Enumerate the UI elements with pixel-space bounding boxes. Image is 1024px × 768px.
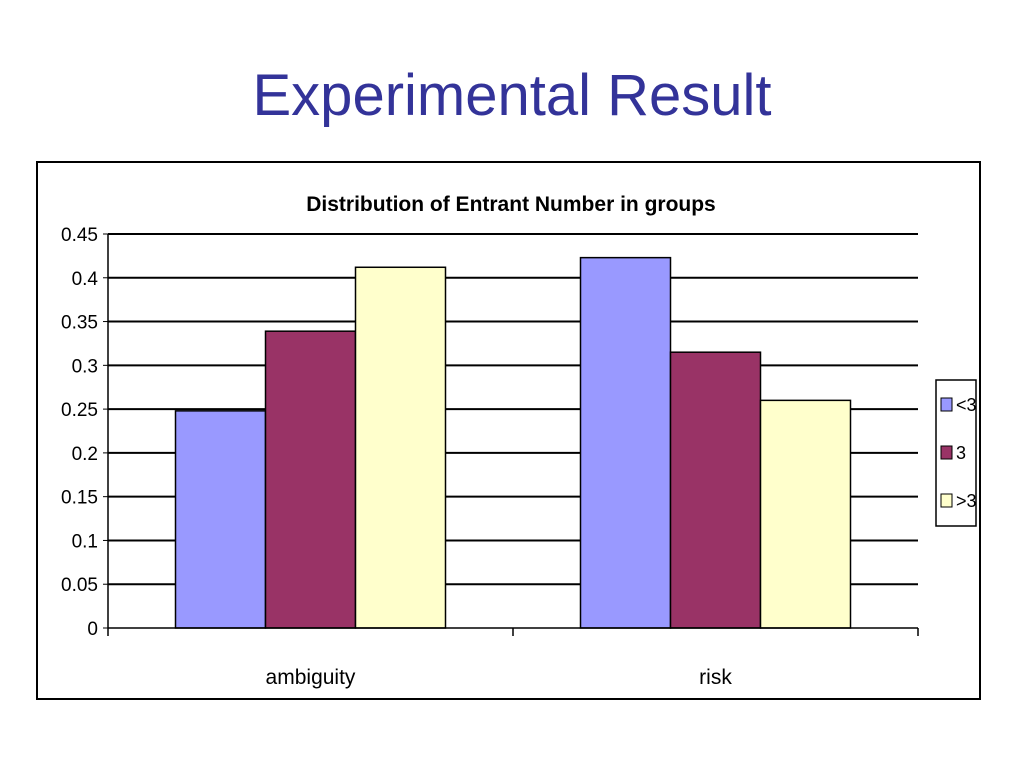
y-tick-label: 0.3 bbox=[72, 356, 98, 377]
y-tick-label: 0.35 bbox=[61, 313, 98, 334]
bar-ambiguity-3 bbox=[354, 266, 447, 629]
legend-swatch bbox=[940, 445, 953, 460]
y-tick-label: 0 bbox=[87, 619, 98, 640]
y-tick-label: 0.1 bbox=[72, 531, 98, 552]
bar-risk-3 bbox=[759, 399, 852, 629]
x-category-label: ambiguity bbox=[266, 666, 356, 689]
chart-title: Distribution of Entrant Number in groups bbox=[306, 193, 715, 216]
y-tick-label: 0.45 bbox=[61, 225, 98, 246]
bar-risk-2 bbox=[669, 351, 762, 629]
slide-title: Experimental Result bbox=[252, 63, 772, 128]
bar-ambiguity-1 bbox=[174, 410, 267, 629]
y-tick-label: 0.2 bbox=[72, 444, 98, 465]
y-tick-label: 0.4 bbox=[72, 269, 99, 290]
x-category-label: risk bbox=[699, 666, 732, 689]
legend-swatch bbox=[940, 493, 953, 508]
legend-label: 3 bbox=[956, 443, 966, 463]
legend-swatch bbox=[940, 397, 953, 412]
bar-risk-1 bbox=[579, 256, 672, 629]
y-tick-label: 0.25 bbox=[61, 400, 98, 421]
legend-label: >3 bbox=[956, 491, 977, 511]
y-tick-label: 0.15 bbox=[61, 488, 98, 509]
legend-label: <3 bbox=[956, 395, 977, 415]
bar-ambiguity-2 bbox=[264, 330, 357, 629]
chart-frame: Distribution of Entrant Number in groups… bbox=[36, 161, 981, 700]
bar-chart: Distribution of Entrant Number in groups… bbox=[61, 193, 977, 689]
y-tick-label: 0.05 bbox=[61, 575, 98, 596]
